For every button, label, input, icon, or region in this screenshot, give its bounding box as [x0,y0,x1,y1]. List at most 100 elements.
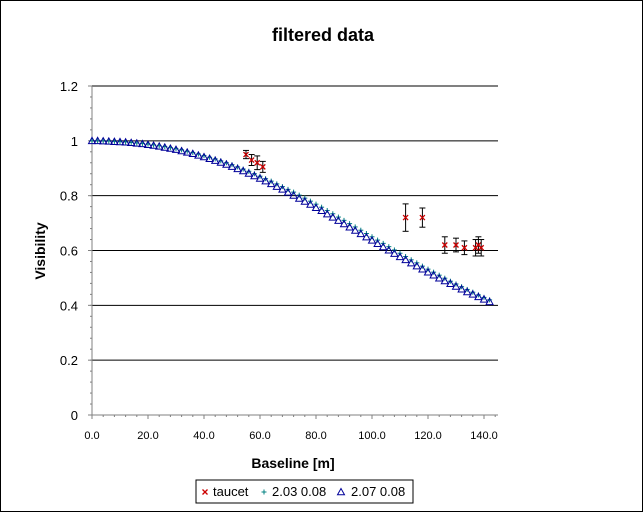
point-taucet [248,157,255,163]
point-model-207 [322,209,332,218]
x-axis-label: Baseline [m] [251,455,334,471]
point-model-207 [334,216,343,224]
point-model-207 [132,138,142,147]
y-tick-label: 0.6 [60,244,78,259]
point-model-207 [210,156,220,164]
point-model-207 [222,159,231,168]
legend-marker-207 [336,487,346,496]
x-tick-label: 0.0 [84,430,99,442]
point-model-207 [300,196,310,205]
point-model-207 [244,168,254,177]
y-tick-label: 0.8 [60,189,78,204]
point-model-207 [160,142,170,151]
data-points [87,136,494,306]
point-model-207 [339,219,349,228]
point-taucet [441,242,448,248]
point-taucet [259,163,266,170]
point-model-207 [384,245,394,254]
point-model-207 [317,206,326,215]
x-tick-label: 80.0 [305,430,326,442]
point-model-207 [104,136,114,145]
point-model-207 [149,140,158,149]
point-model-207 [115,137,125,146]
point-model-207 [457,284,466,293]
point-model-207 [216,157,226,166]
point-model-207 [250,171,259,180]
x-tick-label: 100.0 [358,430,386,442]
point-model-207 [182,147,192,156]
point-model-207 [311,203,321,212]
point-model-207 [266,179,276,188]
point-model-207 [367,235,377,244]
legend-marker-203 [261,489,267,495]
point-model-207 [406,258,416,267]
point-model-207 [171,145,181,153]
point-model-207 [261,176,270,185]
point-model-207 [98,136,108,145]
y-axis-label: Visibility [32,222,48,280]
point-model-207 [143,140,153,148]
x-tick-label: 140.0 [470,430,498,442]
legend-box [195,479,414,504]
point-taucet [453,242,459,248]
point-taucet [478,244,485,251]
y-tick-label: 1 [71,134,78,149]
point-model-207 [205,154,214,162]
point-model-207 [378,242,388,251]
point-model-207 [395,252,405,261]
point-model-207 [126,138,136,147]
point-taucet [402,214,409,221]
point-model-207 [199,152,209,161]
point-model-207 [306,199,315,208]
point-model-207 [227,162,237,170]
x-tick-label: 60.0 [249,430,270,442]
point-model-207 [418,264,427,273]
y-tick-label: 0.2 [60,353,78,368]
point-model-207 [87,136,97,145]
point-model-207 [429,270,438,279]
point-model-207 [138,139,147,148]
point-model-207 [451,281,461,290]
x-tick-label: 120.0 [414,430,442,442]
point-model-207 [328,212,338,221]
tick-labels: 0 0.2 0.4 0.6 0.8 1 1.2 0.0 20.0 40.0 60.0 80.0 100.… [60,79,498,442]
point-model-207 [423,267,433,276]
point-model-207 [350,225,360,234]
legend-label: 2.07 0.08 [351,484,405,499]
point-model-207 [166,143,175,152]
point-model-207 [121,137,130,146]
point-model-207 [345,222,354,231]
point-model-207 [434,273,444,282]
point-model-207 [373,239,382,247]
point-model-207 [390,248,399,257]
point-model-207 [446,279,455,287]
point-model-207 [362,232,371,241]
point-model-207 [412,261,422,270]
legend-label: taucet [213,484,249,499]
point-model-207 [272,182,282,190]
point-model-207 [485,297,494,306]
point-model-207 [194,150,203,159]
point-model-207 [479,294,489,303]
chart-title: filtered data [272,25,375,45]
point-model-207 [440,276,450,285]
point-model-207 [278,184,287,193]
point-model-207 [474,292,483,301]
point-taucet [254,159,261,166]
x-tick-label: 20.0 [137,430,158,442]
point-taucet [461,244,468,251]
point-taucet [419,214,426,221]
point-model-207 [294,193,304,202]
point-model-207 [401,255,410,264]
point-model-207 [255,173,265,182]
point-model-207 [283,187,293,196]
legend-marker-taucet [202,489,208,495]
point-model-207 [238,166,248,175]
point-model-207 [468,289,478,298]
y-tick-label: 0.4 [60,298,78,313]
point-model-207 [93,136,102,145]
point-model-207 [177,146,186,155]
point-model-207 [154,141,164,150]
